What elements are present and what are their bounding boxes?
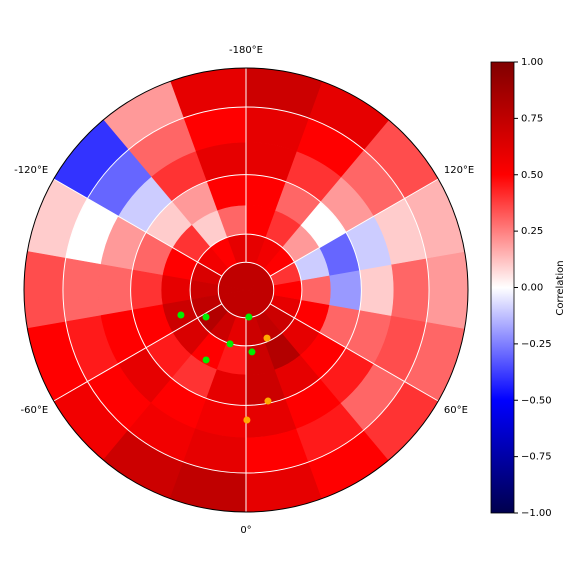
colorbar (490, 61, 515, 514)
station (202, 356, 210, 364)
field-cell (425, 251, 468, 329)
correlation-field (24, 68, 468, 512)
meridian (53, 303, 223, 402)
graticule (53, 68, 439, 512)
colorbar-tick-label: 0.75 (521, 113, 543, 124)
station (243, 416, 251, 424)
colorbar-tick-label: −0.50 (521, 395, 552, 406)
field-cell (24, 251, 67, 329)
field-cell (130, 269, 163, 311)
station (177, 311, 185, 319)
colorbar-ticks: −1.00 −0.75 −0.50 −0.25 0.00 0.25 0.50 0.75 1.00 (514, 57, 552, 519)
meridian (269, 303, 439, 402)
field-cell (329, 269, 362, 311)
station (226, 340, 234, 348)
map-boundary (23, 67, 469, 513)
colorbar-tick-label: −0.75 (521, 452, 552, 463)
meridian-label: 120°E (444, 165, 474, 176)
meridian (53, 178, 223, 277)
station (263, 334, 271, 342)
field-cell (97, 263, 133, 317)
meridian-label: -120°E (14, 165, 48, 176)
colorbar-tick-label: 0.00 (521, 283, 543, 294)
field-cell (62, 257, 101, 323)
colorbar-tick-label: −0.25 (521, 339, 552, 350)
colorbar-tick-label: −1.00 (521, 508, 552, 519)
station (264, 397, 272, 405)
meridian-label: -60°E (20, 405, 48, 416)
colorbar-tick-label: 0.50 (521, 170, 543, 181)
station (202, 313, 210, 321)
colorbar-label: Correlation (555, 260, 566, 315)
meridian-labels: -180°E 120°E 60°E 0° -60°E -120°E (14, 45, 474, 536)
station (245, 313, 253, 321)
meridian-label: 0° (240, 525, 251, 536)
field-cell (359, 263, 395, 317)
field-cell (391, 257, 430, 323)
stations (177, 311, 272, 424)
colorbar-tick-label: 0.25 (521, 226, 543, 237)
meridian (269, 178, 439, 277)
meridian-label: 60°E (444, 405, 468, 416)
meridian-label: -180°E (229, 45, 263, 56)
colorbar-tick-label: 1.00 (521, 57, 543, 68)
station (248, 348, 256, 356)
